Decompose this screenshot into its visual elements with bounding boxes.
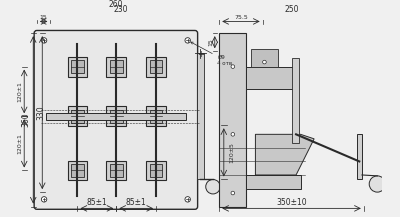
Bar [197, 53, 204, 179]
Text: +: + [197, 50, 204, 59]
Bar [292, 58, 299, 143]
Bar [246, 67, 296, 89]
Bar [146, 106, 166, 126]
Bar [150, 164, 162, 177]
Text: 75.5: 75.5 [234, 15, 248, 20]
Polygon shape [256, 134, 314, 175]
Bar [46, 113, 186, 120]
Bar [150, 60, 162, 73]
Circle shape [41, 197, 47, 202]
Circle shape [231, 65, 235, 68]
Bar [68, 161, 88, 180]
Bar [71, 60, 84, 73]
Text: 360: 360 [22, 113, 30, 127]
Bar [146, 57, 166, 77]
Bar [106, 57, 126, 77]
Text: 15: 15 [40, 15, 48, 20]
Circle shape [369, 176, 386, 192]
Bar [110, 110, 123, 123]
Bar [251, 49, 278, 67]
Bar [110, 164, 123, 177]
Circle shape [185, 38, 190, 43]
Circle shape [41, 38, 47, 43]
Text: 350±10: 350±10 [276, 198, 307, 207]
Circle shape [263, 60, 266, 64]
Text: 85±1: 85±1 [86, 198, 107, 207]
Circle shape [231, 133, 235, 136]
Bar [219, 33, 246, 207]
Circle shape [206, 179, 220, 194]
Bar [106, 106, 126, 126]
Circle shape [231, 191, 235, 195]
Text: 85±1: 85±1 [126, 198, 146, 207]
Text: 120±5: 120±5 [230, 142, 235, 163]
Text: 15: 15 [208, 38, 213, 46]
Circle shape [185, 197, 190, 202]
Bar [246, 175, 300, 189]
Bar [110, 60, 123, 73]
Text: 120±1: 120±1 [18, 81, 22, 102]
Bar [71, 110, 84, 123]
Text: 330: 330 [36, 105, 45, 120]
Text: 260: 260 [109, 0, 123, 9]
Bar [358, 134, 362, 179]
Bar [68, 106, 88, 126]
Text: 230: 230 [113, 5, 128, 14]
FancyBboxPatch shape [34, 30, 198, 209]
Bar [146, 161, 166, 180]
Bar [106, 161, 126, 180]
Text: 250: 250 [284, 5, 299, 14]
Text: Ø9
4 отв: Ø9 4 отв [191, 42, 233, 66]
Text: 120±1: 120±1 [18, 133, 22, 154]
Bar [68, 57, 88, 77]
Bar [150, 110, 162, 123]
Bar [71, 164, 84, 177]
